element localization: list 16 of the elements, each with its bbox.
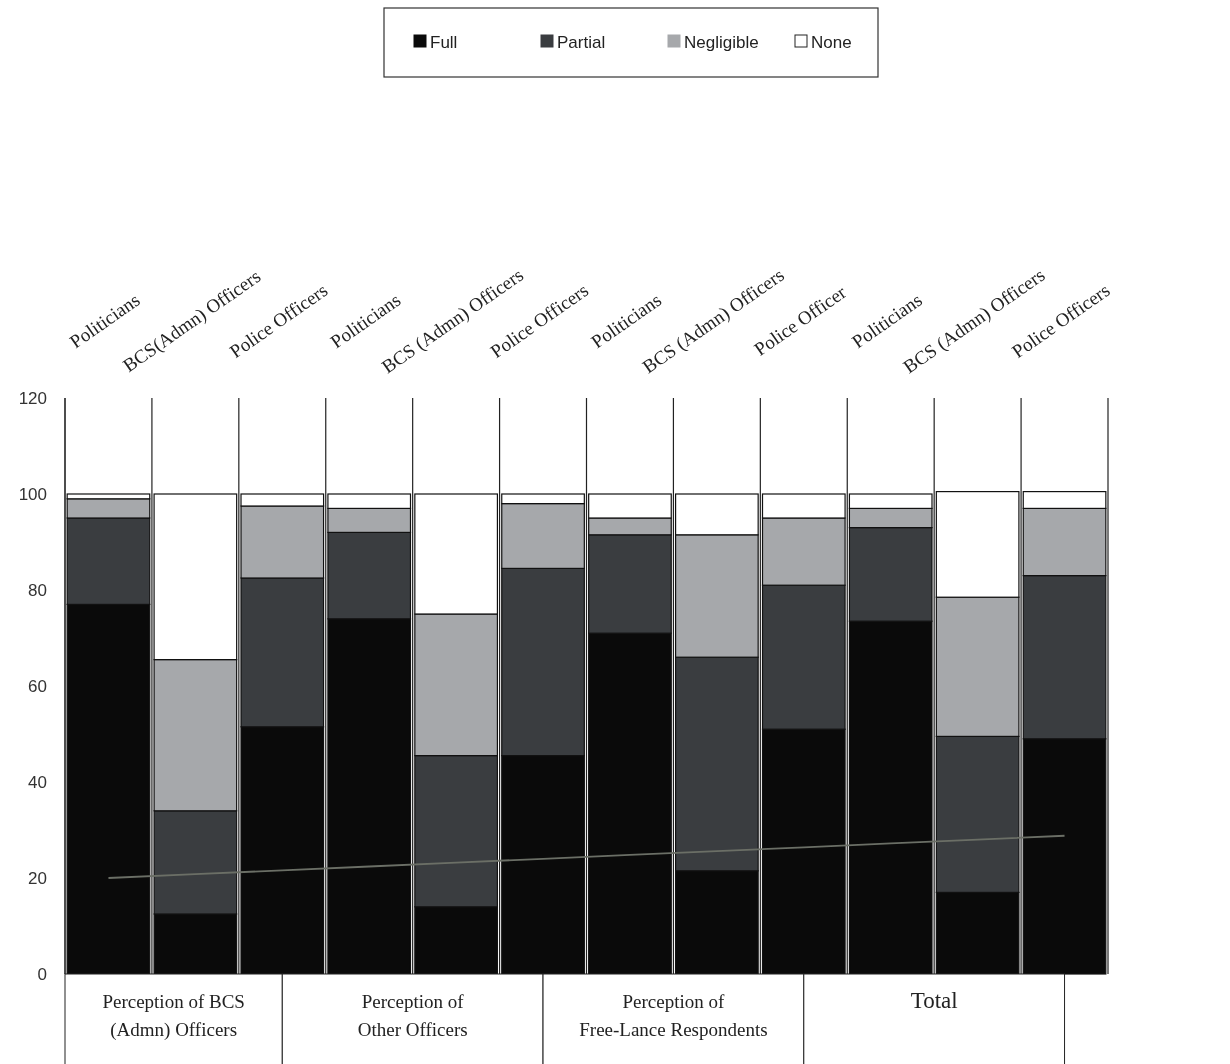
y-tick-label: 80 [28, 580, 47, 600]
legend-label: Partial [557, 32, 606, 52]
legend-label: None [811, 32, 852, 52]
text: Perception of BCS (Admn) Officers [102, 991, 245, 1041]
text: Perception of Other Officers [357, 991, 468, 1040]
legend-label: Negligible [684, 32, 759, 52]
y-tick-label: 100 [18, 484, 47, 504]
text: Total [910, 988, 958, 1013]
y-tick-label: 120 [18, 388, 47, 408]
y-tick-label: 0 [37, 964, 47, 984]
y-tick-label: 60 [28, 676, 47, 696]
line-series [107, 834, 1066, 879]
text: Perception of Free-Lance Respondents [579, 991, 768, 1040]
legend-label: Full [430, 32, 458, 52]
y-tick-label: 40 [28, 772, 47, 792]
y-tick-label: 20 [28, 868, 47, 888]
